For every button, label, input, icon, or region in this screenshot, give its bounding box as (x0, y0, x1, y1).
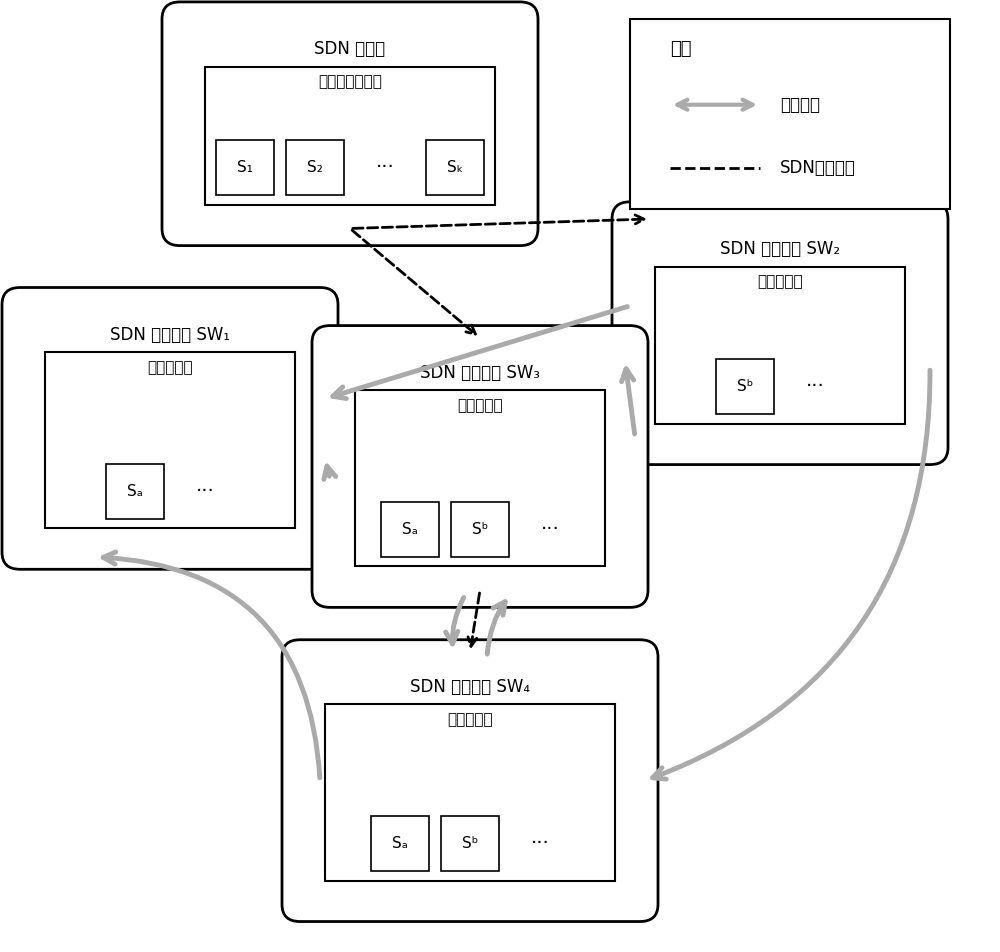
Text: Sₐ: Sₐ (127, 484, 143, 499)
FancyBboxPatch shape (655, 267, 905, 424)
Text: S₁: S₁ (237, 160, 253, 175)
Text: SDN 转发设备 SW₁: SDN 转发设备 SW₁ (110, 326, 230, 344)
Text: Sᵇ: Sᵇ (472, 522, 488, 537)
Text: Sᵇ: Sᵇ (737, 379, 753, 394)
Text: 网络链路: 网络链路 (780, 96, 820, 113)
Text: ···: ··· (376, 158, 394, 177)
FancyBboxPatch shape (426, 140, 484, 195)
Text: ···: ··· (196, 482, 214, 501)
FancyBboxPatch shape (282, 640, 658, 922)
FancyBboxPatch shape (325, 704, 615, 881)
Text: Sₐ: Sₐ (402, 522, 418, 537)
Text: Sᵇ: Sᵇ (462, 836, 478, 851)
Text: ···: ··· (531, 834, 549, 853)
Text: 切片维护表: 切片维护表 (757, 274, 803, 289)
FancyBboxPatch shape (355, 390, 605, 566)
Text: SDN 转发设备 SW₄: SDN 转发设备 SW₄ (410, 678, 530, 696)
FancyBboxPatch shape (205, 67, 495, 205)
FancyBboxPatch shape (45, 352, 295, 528)
Bar (630, 19, 950, 209)
Text: 切片维护表: 切片维护表 (147, 360, 193, 375)
Text: Sₖ: Sₖ (447, 160, 463, 175)
Text: S₂: S₂ (307, 160, 323, 175)
FancyBboxPatch shape (441, 816, 499, 871)
FancyBboxPatch shape (371, 816, 429, 871)
FancyBboxPatch shape (716, 359, 774, 414)
FancyBboxPatch shape (106, 464, 164, 519)
Text: 图例: 图例 (670, 40, 692, 58)
Text: 切片资源管理器: 切片资源管理器 (318, 74, 382, 89)
FancyBboxPatch shape (312, 326, 648, 607)
Text: SDN 转发设备 SW₃: SDN 转发设备 SW₃ (420, 364, 540, 382)
FancyBboxPatch shape (162, 2, 538, 246)
Text: SDN 控制器: SDN 控制器 (314, 40, 386, 58)
Text: 切片维护表: 切片维护表 (447, 712, 493, 727)
FancyBboxPatch shape (612, 202, 948, 465)
FancyBboxPatch shape (286, 140, 344, 195)
FancyBboxPatch shape (451, 502, 509, 557)
FancyBboxPatch shape (216, 140, 274, 195)
FancyBboxPatch shape (2, 288, 338, 569)
Text: Sₐ: Sₐ (392, 836, 408, 851)
Text: 切片维护表: 切片维护表 (457, 398, 503, 413)
Text: ···: ··· (541, 520, 559, 539)
Text: ···: ··· (806, 377, 824, 396)
Text: SDN南向链路: SDN南向链路 (780, 159, 856, 176)
FancyBboxPatch shape (381, 502, 439, 557)
Text: SDN 转发设备 SW₂: SDN 转发设备 SW₂ (720, 240, 840, 258)
